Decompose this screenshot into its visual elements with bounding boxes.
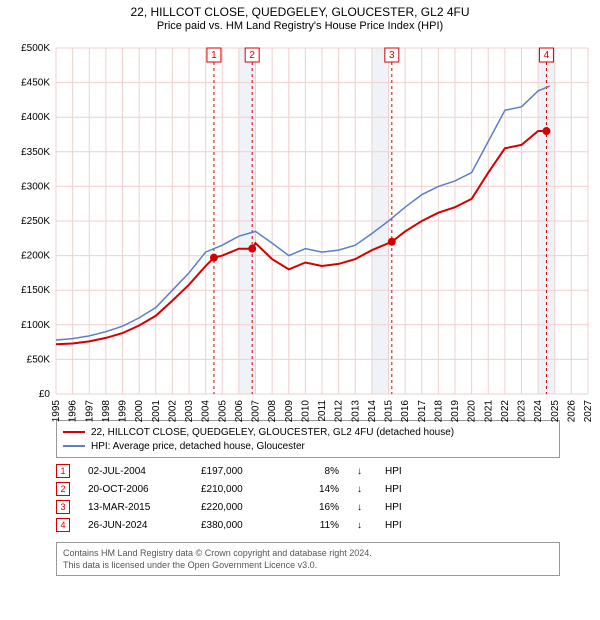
chart-subtitle: Price paid vs. HM Land Registry's House …: [0, 20, 600, 34]
svg-text:2020: 2020: [467, 400, 478, 423]
svg-text:2023: 2023: [517, 400, 528, 423]
svg-text:2013: 2013: [350, 400, 361, 423]
svg-text:2007: 2007: [251, 400, 262, 423]
svg-text:2001: 2001: [151, 400, 162, 423]
chart-title: 22, HILLCOT CLOSE, QUEDGELEY, GLOUCESTER…: [0, 0, 600, 20]
down-arrow-icon: ↓: [357, 520, 367, 531]
event-price: £220,000: [201, 502, 271, 513]
legend-label: HPI: Average price, detached house, Glou…: [91, 441, 305, 452]
svg-text:£200K: £200K: [21, 251, 50, 262]
svg-text:2025: 2025: [550, 400, 561, 423]
svg-text:£100K: £100K: [21, 320, 50, 331]
svg-text:2005: 2005: [217, 400, 228, 423]
svg-text:2019: 2019: [450, 400, 461, 423]
svg-text:£0: £0: [39, 389, 51, 400]
svg-text:2026: 2026: [566, 400, 577, 423]
svg-text:1995: 1995: [51, 400, 62, 423]
svg-text:4: 4: [544, 50, 550, 61]
event-ref: HPI: [385, 520, 402, 531]
event-marker: 1: [56, 464, 70, 478]
chart: £0£50K£100K£150K£200K£250K£300K£350K£400…: [56, 34, 588, 414]
svg-text:£50K: £50K: [27, 354, 51, 365]
event-row: 4 26-JUN-2024 £380,000 11% ↓ HPI: [56, 516, 560, 534]
event-ref: HPI: [385, 466, 402, 477]
event-pct: 8%: [289, 466, 339, 477]
footer: Contains HM Land Registry data © Crown c…: [56, 542, 560, 576]
event-row: 3 13-MAR-2015 £220,000 16% ↓ HPI: [56, 498, 560, 516]
legend: 22, HILLCOT CLOSE, QUEDGELEY, GLOUCESTER…: [56, 420, 560, 458]
svg-text:2003: 2003: [184, 400, 195, 423]
down-arrow-icon: ↓: [357, 502, 367, 513]
plot-svg: £0£50K£100K£150K£200K£250K£300K£350K£400…: [56, 34, 588, 414]
legend-item: 22, HILLCOT CLOSE, QUEDGELEY, GLOUCESTER…: [63, 425, 553, 439]
svg-text:2024: 2024: [533, 400, 544, 423]
svg-text:£150K: £150K: [21, 285, 50, 296]
svg-text:2: 2: [249, 50, 255, 61]
event-ref: HPI: [385, 502, 402, 513]
event-row: 1 02-JUL-2004 £197,000 8% ↓ HPI: [56, 462, 560, 480]
event-price: £380,000: [201, 520, 271, 531]
legend-swatch: [63, 431, 85, 433]
svg-text:2022: 2022: [500, 400, 511, 423]
event-marker: 3: [56, 500, 70, 514]
svg-text:£250K: £250K: [21, 216, 50, 227]
svg-text:3: 3: [389, 50, 395, 61]
event-ref: HPI: [385, 484, 402, 495]
events-table: 1 02-JUL-2004 £197,000 8% ↓ HPI 2 20-OCT-2006 £2…: [56, 462, 560, 534]
event-price: £197,000: [201, 466, 271, 477]
svg-text:£400K: £400K: [21, 112, 50, 123]
svg-text:2010: 2010: [300, 400, 311, 423]
svg-text:2006: 2006: [234, 400, 245, 423]
svg-text:2011: 2011: [317, 400, 328, 422]
event-marker: 2: [56, 482, 70, 496]
down-arrow-icon: ↓: [357, 484, 367, 495]
svg-text:1998: 1998: [101, 400, 112, 423]
legend-item: HPI: Average price, detached house, Glou…: [63, 439, 553, 453]
svg-text:2008: 2008: [267, 400, 278, 423]
svg-text:£350K: £350K: [21, 147, 50, 158]
event-date: 26-JUN-2024: [88, 520, 183, 531]
event-pct: 14%: [289, 484, 339, 495]
svg-text:2027: 2027: [583, 400, 594, 423]
event-date: 20-OCT-2006: [88, 484, 183, 495]
svg-text:2021: 2021: [483, 400, 494, 423]
legend-label: 22, HILLCOT CLOSE, QUEDGELEY, GLOUCESTER…: [91, 427, 454, 438]
svg-text:2009: 2009: [284, 400, 295, 423]
svg-text:1996: 1996: [68, 400, 79, 423]
event-date: 13-MAR-2015: [88, 502, 183, 513]
svg-text:2000: 2000: [134, 400, 145, 423]
event-row: 2 20-OCT-2006 £210,000 14% ↓ HPI: [56, 480, 560, 498]
down-arrow-icon: ↓: [357, 466, 367, 477]
footer-line: Contains HM Land Registry data © Crown c…: [63, 547, 553, 559]
svg-text:2015: 2015: [384, 400, 395, 423]
svg-text:1997: 1997: [84, 400, 95, 423]
svg-text:2004: 2004: [201, 400, 212, 423]
svg-text:2018: 2018: [433, 400, 444, 423]
legend-swatch: [63, 445, 85, 447]
event-price: £210,000: [201, 484, 271, 495]
event-marker: 4: [56, 518, 70, 532]
svg-text:1999: 1999: [118, 400, 129, 423]
svg-text:£450K: £450K: [21, 78, 50, 89]
svg-text:2002: 2002: [167, 400, 178, 423]
svg-text:£300K: £300K: [21, 181, 50, 192]
svg-text:2016: 2016: [400, 400, 411, 423]
event-pct: 11%: [289, 520, 339, 531]
svg-text:2012: 2012: [334, 400, 345, 423]
svg-text:2017: 2017: [417, 400, 428, 423]
svg-text:£500K: £500K: [21, 43, 50, 54]
event-pct: 16%: [289, 502, 339, 513]
event-date: 02-JUL-2004: [88, 466, 183, 477]
footer-line: This data is licensed under the Open Gov…: [63, 559, 553, 571]
svg-text:2014: 2014: [367, 400, 378, 423]
svg-text:1: 1: [211, 50, 217, 61]
